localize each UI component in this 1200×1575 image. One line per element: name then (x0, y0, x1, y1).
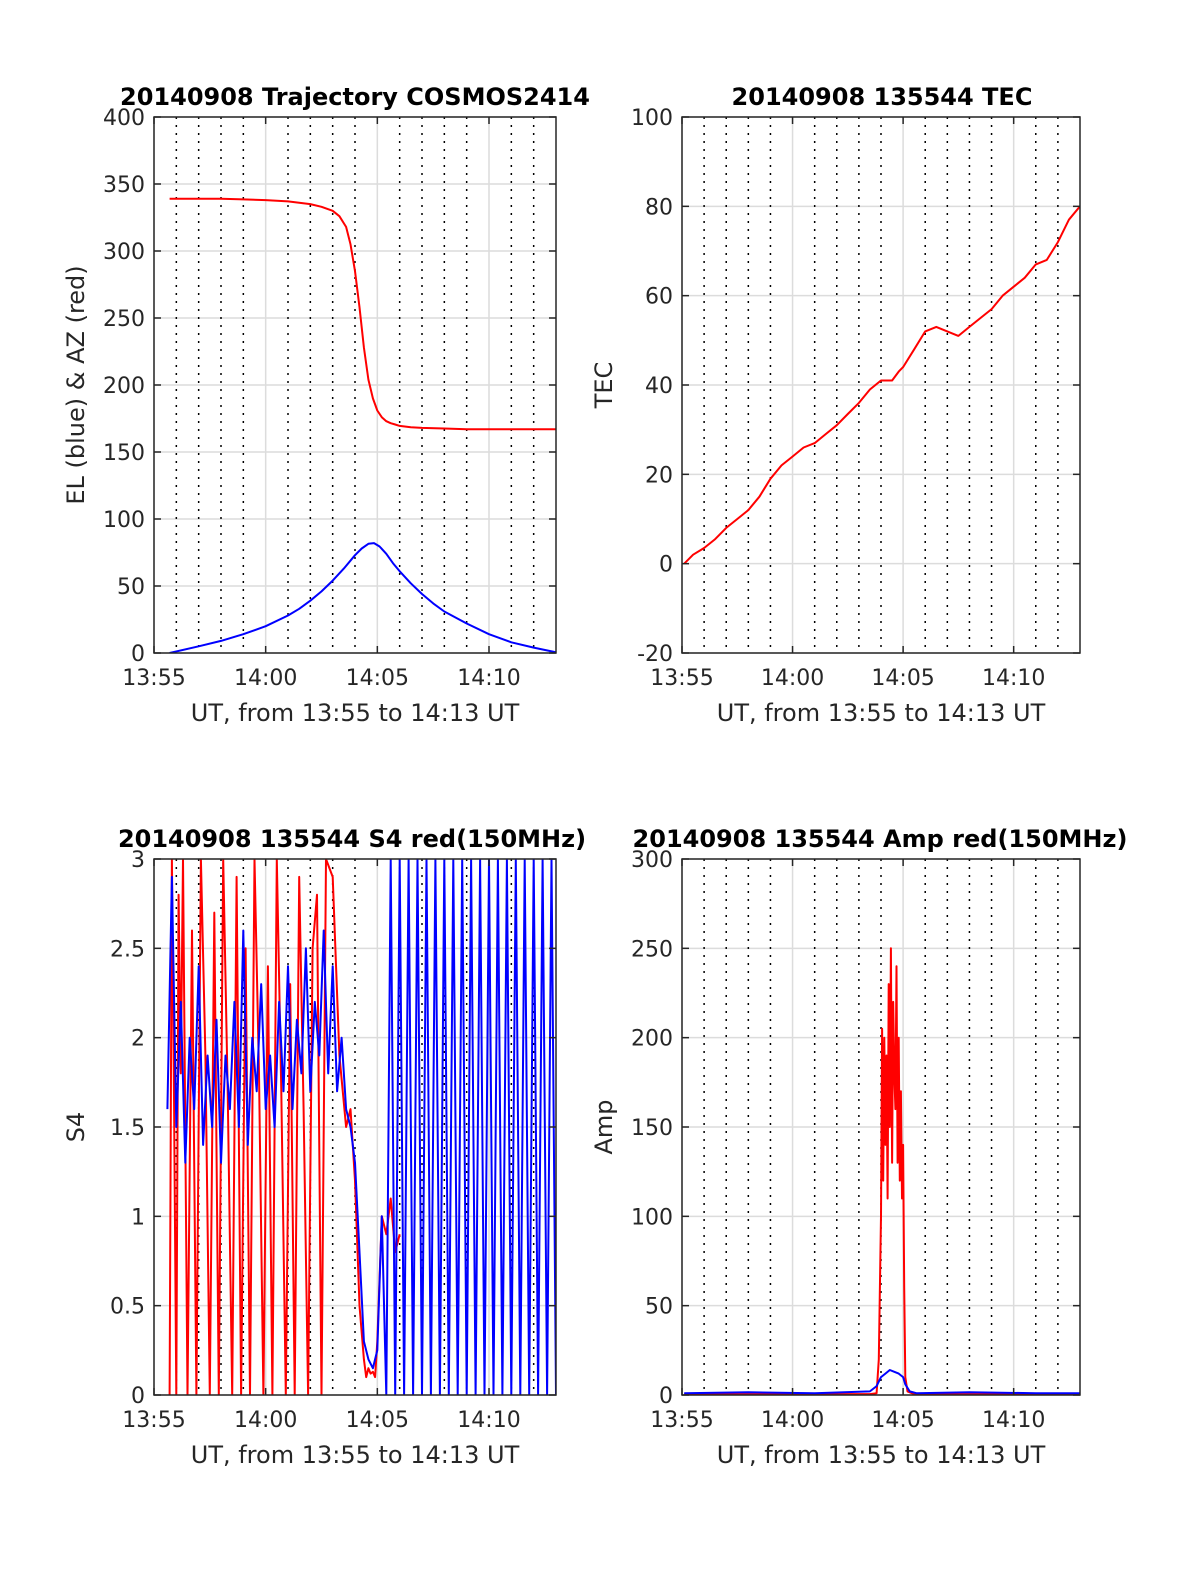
grid (681, 116, 1080, 654)
x-tick-label: 14:05 (871, 666, 934, 691)
y-tick-label: 200 (103, 374, 145, 399)
x-tick-label: 14:10 (457, 1408, 520, 1433)
x-tick-label: 14:10 (982, 1408, 1045, 1433)
x-axis-label: UT, from 13:55 to 14:13 UT (191, 699, 520, 727)
y-tick-label: 300 (631, 848, 673, 873)
x-tick-label: 14:05 (346, 666, 409, 691)
series-line-blue (169, 542, 556, 653)
x-tick-label: 13:55 (122, 1408, 185, 1433)
y-tick-label: 3 (131, 848, 145, 873)
chart-title: 20140908 Trajectory COSMOS2414 (120, 83, 590, 111)
y-tick-label: 300 (103, 240, 145, 265)
y-tick-label: 60 (645, 285, 673, 310)
x-tick-label: 14:05 (346, 1408, 409, 1433)
y-tick-label: 2 (131, 1027, 145, 1052)
x-tick-label: 13:55 (650, 666, 713, 691)
y-tick-label: 0 (131, 642, 145, 667)
y-tick-label: 100 (631, 1205, 673, 1230)
x-tick-label: 13:55 (650, 1408, 713, 1433)
x-axis-label: UT, from 13:55 to 14:13 UT (191, 1441, 520, 1469)
series-group (166, 859, 556, 1395)
y-tick-label: 100 (103, 508, 145, 533)
x-axis-label: UT, from 13:55 to 14:13 UT (717, 1441, 1046, 1469)
chart-title: 20140908 135544 S4 red(150MHz) (118, 825, 586, 853)
y-tick-label: 100 (631, 106, 673, 131)
y-tick-label: 50 (117, 575, 145, 600)
x-tick-label: 13:55 (122, 666, 185, 691)
tec-panel: 20140908 135544 TEC UT, from 13:55 to 14… (590, 83, 1081, 727)
series-line-blue (684, 1369, 1080, 1395)
y-axis-label: TEC (590, 362, 618, 410)
chart-title: 20140908 135544 TEC (732, 83, 1033, 111)
chart-title: 20140908 135544 Amp red(150MHz) (633, 825, 1128, 853)
y-tick-label: 0 (659, 553, 673, 578)
y-tick-label: 1 (131, 1205, 145, 1230)
amp-panel: 20140908 135544 Amp red(150MHz) UT, from… (590, 825, 1127, 1469)
y-tick-label: 80 (645, 195, 673, 220)
y-tick-label: 50 (645, 1295, 673, 1320)
grid (153, 116, 556, 654)
y-tick-label: 400 (103, 106, 145, 131)
y-axis-label: S4 (62, 1112, 90, 1143)
y-tick-label: 250 (631, 937, 673, 962)
y-tick-label: -20 (637, 642, 673, 667)
y-tick-label: 0 (131, 1384, 145, 1409)
series-line-red (683, 205, 1080, 565)
trajectory-panel: 20140908 Trajectory COSMOS2414 UT, from … (62, 83, 590, 727)
series-line-red (169, 197, 556, 431)
s4-panel: 20140908 135544 S4 red(150MHz) UT, from … (62, 825, 586, 1469)
y-tick-label: 2.5 (110, 937, 145, 962)
x-axis-label: UT, from 13:55 to 14:13 UT (717, 699, 1046, 727)
y-axis-label: Amp (590, 1099, 618, 1154)
y-tick-label: 0 (659, 1384, 673, 1409)
y-tick-label: 350 (103, 173, 145, 198)
series-group (683, 205, 1080, 565)
y-axis-label: EL (blue) & AZ (red) (62, 265, 90, 504)
y-tick-label: 150 (103, 441, 145, 466)
y-tick-label: 200 (631, 1027, 673, 1052)
x-tick-label: 14:05 (871, 1408, 934, 1433)
x-tick-label: 14:00 (234, 1408, 297, 1433)
series-line-red (168, 859, 401, 1395)
y-tick-label: 20 (645, 463, 673, 488)
series-group (169, 197, 556, 653)
x-tick-label: 14:00 (761, 666, 824, 691)
y-tick-label: 150 (631, 1116, 673, 1141)
x-tick-label: 14:10 (982, 666, 1045, 691)
series-group (684, 947, 1080, 1395)
x-tick-label: 14:10 (457, 666, 520, 691)
series-line-blue (166, 859, 556, 1395)
y-tick-label: 250 (103, 307, 145, 332)
series-line-red (684, 947, 1080, 1395)
y-tick-label: 1.5 (110, 1116, 145, 1141)
x-tick-label: 14:00 (234, 666, 297, 691)
x-tick-label: 14:00 (761, 1408, 824, 1433)
y-tick-label: 40 (645, 374, 673, 399)
y-tick-label: 0.5 (110, 1295, 145, 1320)
